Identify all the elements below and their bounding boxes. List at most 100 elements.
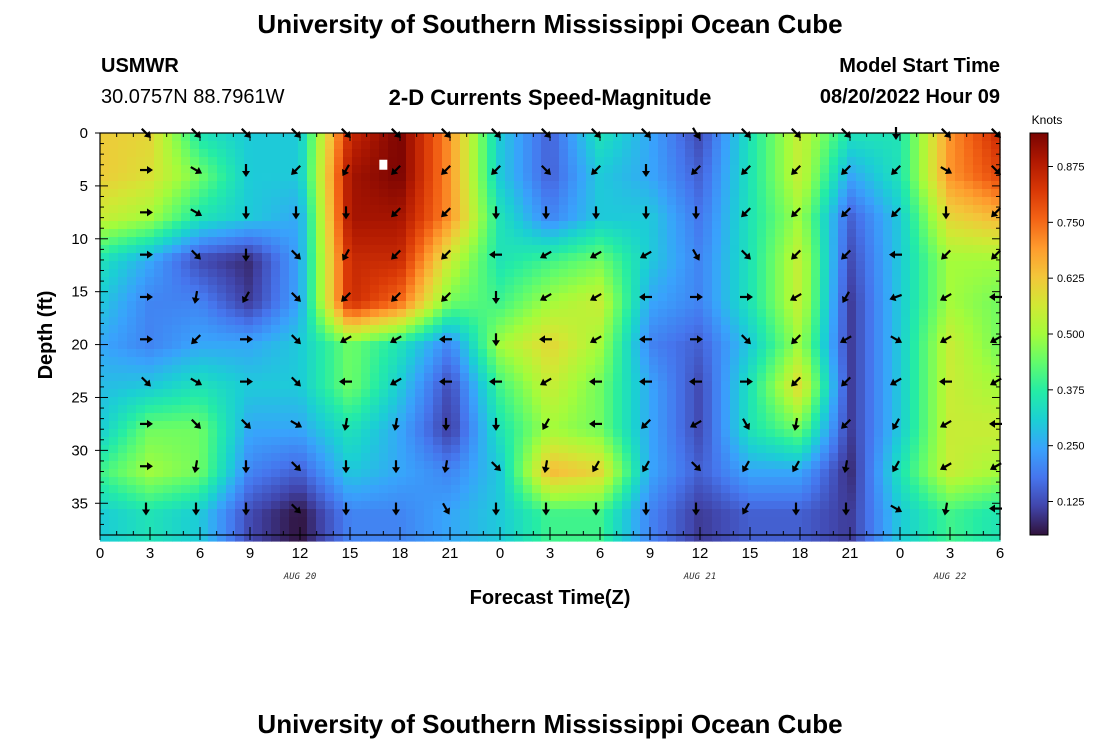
heat-cell xyxy=(397,389,407,398)
heat-cell xyxy=(802,373,812,382)
heat-cell xyxy=(550,149,560,158)
heat-cell xyxy=(514,381,524,390)
heat-cell xyxy=(667,429,677,438)
heat-cell xyxy=(613,333,623,342)
heat-cell xyxy=(640,325,650,334)
heat-cell xyxy=(505,389,515,398)
heat-cell xyxy=(280,317,290,326)
heat-cell xyxy=(937,149,947,158)
heat-cell xyxy=(568,437,578,446)
heat-cell xyxy=(496,461,506,470)
heat-cell xyxy=(424,165,434,174)
heat-cell xyxy=(352,149,362,158)
heat-cell xyxy=(766,317,776,326)
heat-cell xyxy=(622,301,632,310)
heat-cell xyxy=(334,309,344,318)
heat-cell xyxy=(748,269,758,278)
heat-cell xyxy=(658,141,668,150)
heat-cell xyxy=(838,445,848,454)
heat-cell xyxy=(838,525,848,534)
heat-cell xyxy=(631,285,641,294)
heat-cell xyxy=(631,261,641,270)
heat-cell xyxy=(154,341,164,350)
heat-cell xyxy=(973,485,983,494)
heat-cell xyxy=(271,445,281,454)
heat-cell xyxy=(802,405,812,414)
heat-cell xyxy=(568,341,578,350)
heat-cell xyxy=(145,429,155,438)
heat-cell xyxy=(154,429,164,438)
heat-cell xyxy=(613,373,623,382)
heat-cell xyxy=(514,189,524,198)
heat-cell xyxy=(604,197,614,206)
heat-cell xyxy=(802,309,812,318)
heat-cell xyxy=(415,405,425,414)
heat-cell xyxy=(145,501,155,510)
heat-cell xyxy=(208,501,218,510)
heat-cell xyxy=(316,525,326,534)
heat-cell xyxy=(388,325,398,334)
heat-cell xyxy=(667,229,677,238)
heat-cell xyxy=(937,341,947,350)
heat-cell xyxy=(568,237,578,246)
heat-cell xyxy=(766,261,776,270)
heat-cell xyxy=(559,205,569,214)
heat-cell xyxy=(523,261,533,270)
heat-cell xyxy=(892,533,902,542)
heat-cell xyxy=(280,421,290,430)
heat-cell xyxy=(820,237,830,246)
heat-cell xyxy=(289,293,299,302)
heat-cell xyxy=(109,245,119,254)
heat-cell xyxy=(586,501,596,510)
heat-cell xyxy=(577,325,587,334)
heat-cell xyxy=(802,517,812,526)
heat-cell xyxy=(235,269,245,278)
heat-cell xyxy=(190,261,200,270)
heat-cell xyxy=(586,397,596,406)
heat-cell xyxy=(136,405,146,414)
heat-cell xyxy=(541,445,551,454)
heat-cell xyxy=(451,269,461,278)
heat-cell xyxy=(379,445,389,454)
heat-cell xyxy=(460,189,470,198)
heat-cell xyxy=(181,237,191,246)
heat-cell xyxy=(964,501,974,510)
heat-cell xyxy=(694,269,704,278)
heat-cell xyxy=(883,421,893,430)
heat-cell xyxy=(946,165,956,174)
heat-cell xyxy=(415,501,425,510)
heat-cell xyxy=(172,413,182,422)
heat-cell xyxy=(541,141,551,150)
heat-cell xyxy=(235,325,245,334)
heat-cell xyxy=(217,205,227,214)
heat-cell xyxy=(217,429,227,438)
heat-cell xyxy=(712,253,722,262)
heat-cell xyxy=(181,349,191,358)
heat-cell xyxy=(847,133,857,142)
heat-cell xyxy=(910,501,920,510)
heat-cell xyxy=(145,485,155,494)
heat-cell xyxy=(892,501,902,510)
heat-cell xyxy=(334,421,344,430)
heat-cell xyxy=(253,133,263,142)
heat-cell xyxy=(478,245,488,254)
heat-cell xyxy=(541,245,551,254)
heat-cell xyxy=(226,445,236,454)
heat-cell xyxy=(793,493,803,502)
heat-cell xyxy=(361,325,371,334)
heat-cell xyxy=(613,365,623,374)
heat-cell xyxy=(235,157,245,166)
heat-cell xyxy=(937,325,947,334)
heat-cell xyxy=(514,469,524,478)
heat-cell xyxy=(451,325,461,334)
heat-cell xyxy=(163,317,173,326)
heat-cell xyxy=(361,413,371,422)
heat-cell xyxy=(289,413,299,422)
heat-cell xyxy=(334,229,344,238)
heat-cell xyxy=(901,301,911,310)
heat-cell xyxy=(478,197,488,206)
heat-cell xyxy=(892,189,902,198)
heat-cell xyxy=(676,317,686,326)
heat-cell xyxy=(559,389,569,398)
heat-cell xyxy=(586,197,596,206)
